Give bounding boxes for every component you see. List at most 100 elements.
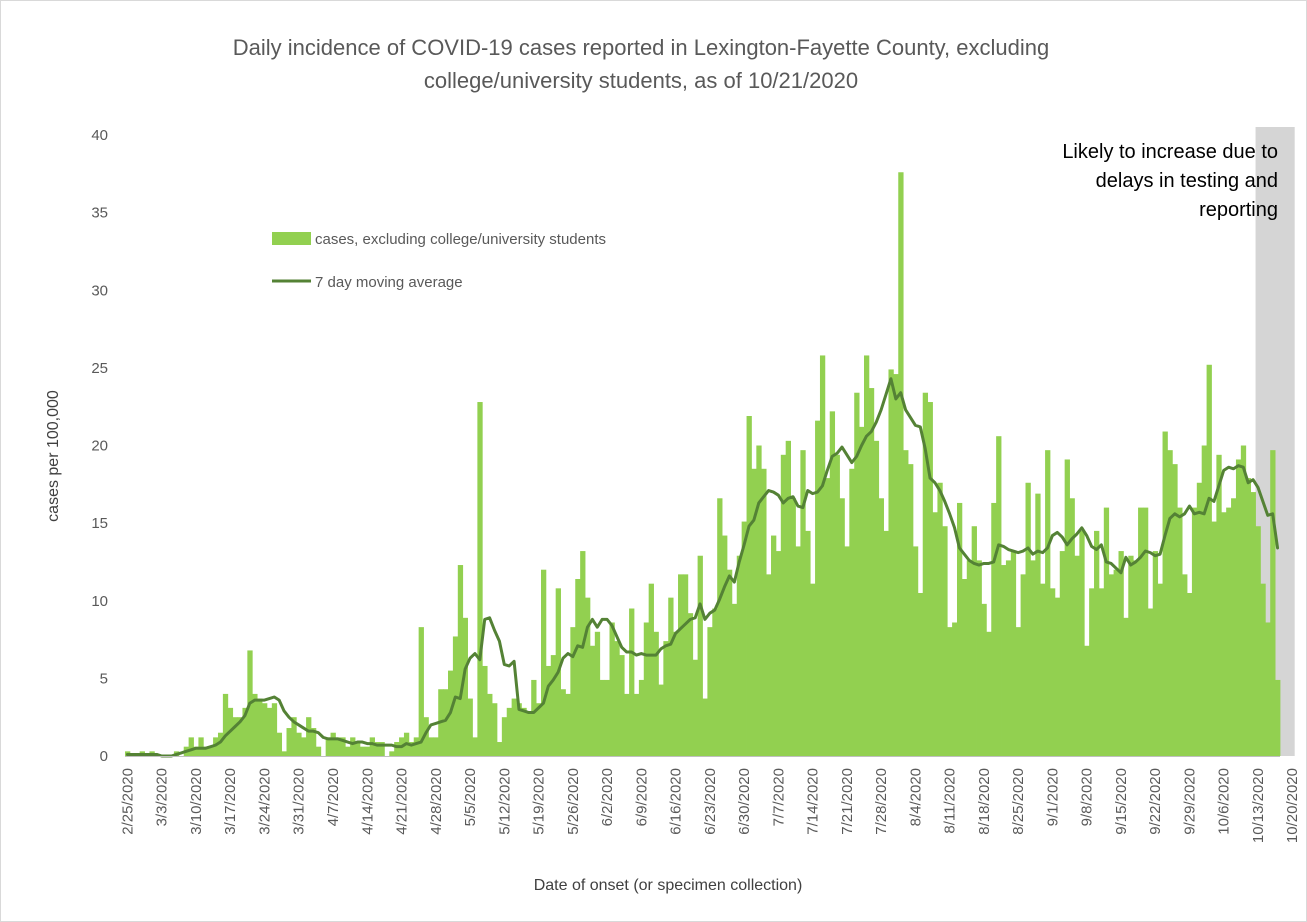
x-tick-label: 7/28/2020: [873, 768, 890, 835]
bar: [1221, 512, 1227, 756]
bar: [580, 551, 586, 756]
bar: [511, 698, 517, 756]
bar: [746, 416, 752, 756]
bar: [188, 737, 194, 756]
bar: [971, 526, 977, 756]
bar: [350, 737, 356, 756]
x-tick-label: 10/6/2020: [1216, 768, 1233, 835]
bar: [1206, 364, 1212, 756]
x-tick-label: 4/7/2020: [325, 768, 342, 826]
bar: [619, 655, 625, 756]
annotation-line-3: reporting: [1199, 199, 1278, 221]
chart-title: Daily incidence of COVID-19 cases report…: [233, 35, 1049, 93]
bar: [736, 555, 743, 756]
bar: [1025, 482, 1031, 756]
bar: [394, 742, 400, 756]
annotation-line-1: Likely to increase due to: [1062, 141, 1278, 163]
bar: [633, 693, 640, 756]
bar: [1059, 551, 1066, 756]
bar: [868, 388, 875, 756]
x-tick-label: 6/30/2020: [736, 768, 753, 835]
bar: [1094, 530, 1100, 756]
bar: [761, 468, 767, 756]
bar: [301, 737, 307, 756]
x-tick-label: 5/19/2020: [531, 768, 548, 835]
bar: [707, 627, 713, 756]
bar: [819, 355, 826, 756]
y-axis-title: cases per 100,000: [45, 390, 62, 522]
bar: [692, 659, 698, 756]
bar: [1216, 454, 1222, 756]
bar: [1010, 551, 1017, 756]
bar: [1245, 478, 1252, 756]
bar: [673, 631, 679, 756]
x-tick-label: 6/23/2020: [702, 768, 719, 835]
bar: [697, 555, 703, 756]
bar: [266, 707, 273, 756]
x-tick-label: 3/24/2020: [256, 768, 273, 835]
bar: [771, 535, 777, 756]
chart-title-line-1: Daily incidence of COVID-19 cases report…: [233, 35, 1049, 60]
bar: [893, 374, 899, 756]
bar: [291, 717, 297, 756]
bar: [864, 355, 870, 756]
annotation-line-2: delays in testing and: [1096, 170, 1278, 192]
y-tick-label: 5: [100, 670, 108, 687]
bar: [1089, 588, 1095, 756]
y-tick-label: 20: [91, 438, 108, 455]
bar: [844, 546, 850, 756]
bar: [262, 703, 268, 756]
bar: [966, 560, 973, 756]
bar: [335, 737, 341, 756]
bar: [589, 645, 596, 756]
chart-title-line-2: college/university students, as of 10/21…: [424, 68, 858, 93]
bar: [741, 521, 747, 756]
bar: [756, 445, 762, 756]
bar: [364, 746, 371, 756]
bar: [423, 717, 429, 756]
x-tick-label: 10/13/2020: [1250, 768, 1267, 843]
bar: [1265, 622, 1271, 756]
shaded-region-annotation: Likely to increase due to delays in test…: [1062, 141, 1278, 221]
bar: [800, 450, 806, 756]
bar: [917, 592, 924, 756]
bar: [457, 565, 464, 756]
bar: [472, 737, 478, 756]
bar: [1030, 560, 1036, 756]
legend-label-cases: cases, excluding college/university stud…: [315, 231, 606, 248]
bar: [1201, 445, 1207, 756]
chart-legend: cases, excluding college/university stud…: [272, 231, 606, 291]
bar: [780, 454, 787, 756]
bar: [462, 617, 468, 756]
x-tick-label: 9/8/2020: [1079, 768, 1096, 826]
bar: [296, 732, 302, 756]
bar: [795, 546, 801, 756]
bar: [834, 454, 840, 756]
bar: [257, 698, 263, 756]
bar: [1182, 574, 1188, 756]
bar: [1172, 464, 1178, 756]
bar: [1177, 507, 1183, 756]
bar: [1196, 482, 1203, 756]
bar: [1231, 498, 1237, 756]
bar: [883, 530, 889, 756]
bar: [222, 693, 229, 756]
bar: [594, 631, 601, 756]
bar: [379, 742, 385, 756]
bar: [766, 574, 772, 756]
bar: [1123, 617, 1129, 756]
x-tick-label: 7/14/2020: [805, 768, 822, 835]
bar: [1035, 493, 1041, 756]
bar: [678, 574, 684, 756]
x-tick-label: 5/12/2020: [496, 768, 513, 835]
bar: [355, 742, 361, 756]
x-tick-labels: 2/25/2020 3/3/2020 3/10/2020 3/17/2020 3/24/…: [119, 768, 1301, 843]
bar: [433, 737, 439, 756]
bar: [854, 392, 860, 756]
x-tick-label: 3/10/2020: [188, 768, 205, 835]
bar: [1005, 560, 1012, 756]
line-series-group: [125, 377, 1280, 758]
bar: [839, 498, 845, 756]
bar: [961, 579, 968, 756]
